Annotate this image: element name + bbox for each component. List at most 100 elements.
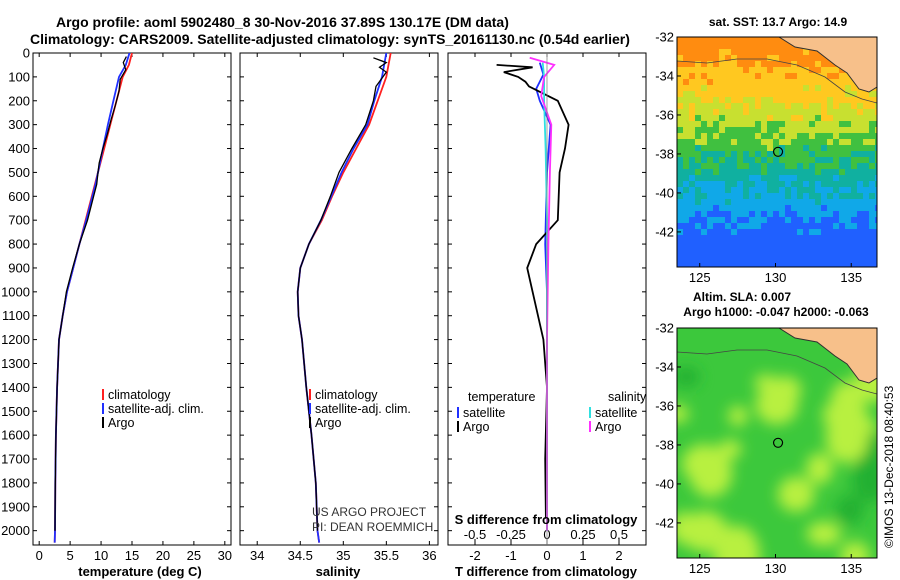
sst-cell <box>815 229 821 235</box>
sst-cell <box>737 259 743 265</box>
sst-cell <box>737 79 743 85</box>
sst-cell <box>719 85 725 91</box>
sst-cell <box>791 109 797 115</box>
sst-cell <box>857 247 863 253</box>
sst-cell <box>773 109 779 115</box>
sst-cell <box>713 235 719 241</box>
sst-cell <box>701 103 707 109</box>
sst-cell <box>701 61 707 67</box>
sst-cell <box>701 79 707 85</box>
sst-cell <box>869 247 875 253</box>
sst-cell <box>749 73 755 79</box>
y-tick-label: -40 <box>655 185 674 200</box>
sst-cell <box>677 199 683 205</box>
y-tick-label: 200 <box>8 93 30 108</box>
sst-cell <box>797 253 803 259</box>
sst-cell <box>701 121 707 127</box>
sst-cell <box>845 151 851 157</box>
sst-cell <box>797 265 803 267</box>
sst-cell <box>761 247 767 253</box>
sst-cell <box>779 265 785 267</box>
sst-cell <box>731 49 737 55</box>
sst-cell <box>743 229 749 235</box>
sst-cell <box>737 247 743 253</box>
sst-cell <box>779 133 785 139</box>
sst-cell <box>743 253 749 259</box>
sst-cell <box>695 229 701 235</box>
sst-cell <box>827 253 833 259</box>
sst-cell <box>797 97 803 103</box>
sst-cell <box>803 151 809 157</box>
sst-cell <box>683 253 689 259</box>
sst-cell <box>761 217 767 223</box>
sst-cell <box>815 127 821 133</box>
sst-cell <box>785 73 791 79</box>
sst-cell <box>701 181 707 187</box>
sst-cell <box>815 199 821 205</box>
sst-cell <box>677 181 683 187</box>
sst-cell <box>749 217 755 223</box>
sst-cell <box>803 169 809 175</box>
sst-cell <box>821 241 827 247</box>
sst-cell <box>791 229 797 235</box>
sst-cell <box>785 115 791 121</box>
sst-cell <box>683 169 689 175</box>
sst-cell <box>713 187 719 193</box>
sst-cell <box>779 163 785 169</box>
sst-cell <box>803 49 809 55</box>
sst-cell <box>797 109 803 115</box>
sst-cell <box>833 223 839 229</box>
sst-cell <box>725 163 731 169</box>
sst-cell <box>845 253 851 259</box>
sst-cell <box>707 37 713 43</box>
sst-cell <box>821 247 827 253</box>
sst-cell <box>707 205 713 211</box>
sst-cell <box>719 115 725 121</box>
sst-cell <box>713 253 719 259</box>
sst-cell <box>833 169 839 175</box>
y-tick-label: 600 <box>8 189 30 204</box>
sst-cell <box>833 163 839 169</box>
sst-cell <box>725 121 731 127</box>
sst-cell <box>851 265 857 267</box>
sst-cell <box>677 49 683 55</box>
sst-cell <box>689 91 695 97</box>
sst-cell <box>797 49 803 55</box>
salinity-panel: 34 34.5 35 35.5 36 climatologysatellite-adj. … <box>239 52 439 563</box>
sst-cell <box>815 151 821 157</box>
sst-cell <box>695 97 701 103</box>
sst-cell <box>737 169 743 175</box>
sst-cell <box>725 85 731 91</box>
sst-cell <box>791 115 797 121</box>
sst-cell <box>719 145 725 151</box>
sst-cell <box>677 253 683 259</box>
sst-cell <box>773 103 779 109</box>
sst-cell <box>767 103 773 109</box>
sst-cell <box>695 199 701 205</box>
sst-cell <box>737 73 743 79</box>
sst-cell <box>695 193 701 199</box>
sst-cell <box>851 163 857 169</box>
sst-cell <box>779 175 785 181</box>
x-tick-label: 130 <box>765 270 787 285</box>
sst-cell <box>713 193 719 199</box>
sst-cell <box>779 115 785 121</box>
x-tick-label: 30 <box>218 548 232 563</box>
sst-cell <box>875 235 877 241</box>
sst-cell <box>683 97 689 103</box>
sst-cell <box>779 199 785 205</box>
sst-cell <box>797 259 803 265</box>
sst-cell <box>803 121 809 127</box>
sst-cell <box>809 265 815 267</box>
sst-cell <box>869 241 875 247</box>
sst-cell <box>749 253 755 259</box>
sst-cell <box>755 145 761 151</box>
sst-cell <box>695 79 701 85</box>
sst-cell <box>797 139 803 145</box>
sst-cell <box>695 235 701 241</box>
sst-cell <box>839 115 845 121</box>
sst-cell <box>809 121 815 127</box>
sst-cell <box>695 217 701 223</box>
sst-cell <box>737 61 743 67</box>
sst-cell <box>713 133 719 139</box>
